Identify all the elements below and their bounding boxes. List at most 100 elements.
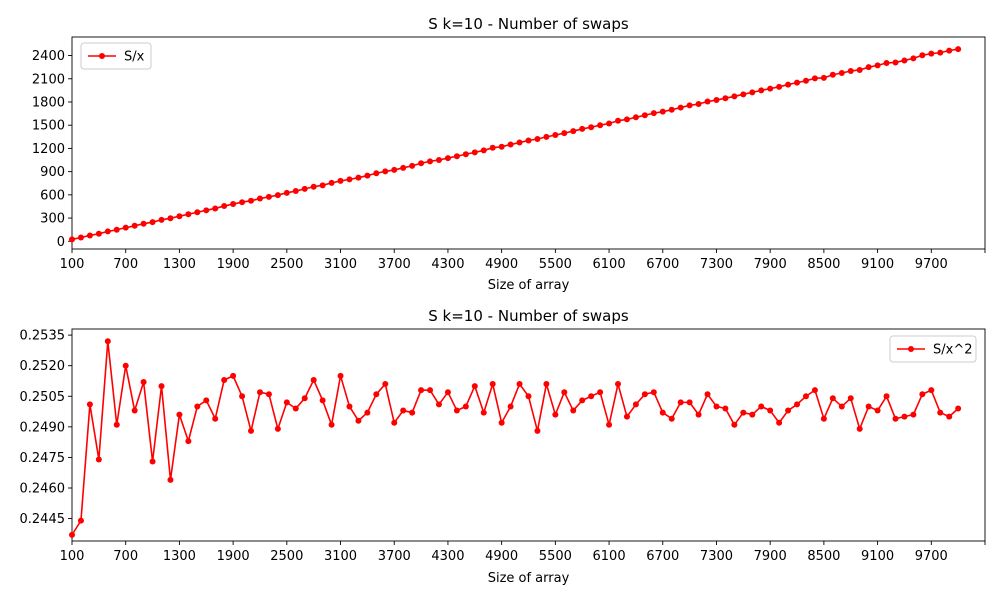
bottom-data-point-5700	[570, 407, 577, 414]
bottom-legend-box	[889, 335, 977, 363]
top-data-point-6000	[597, 122, 604, 129]
bottom-data-point-1500	[194, 403, 201, 410]
bottom-data-point-8300	[802, 393, 809, 400]
bottom-data-point-4500	[462, 403, 469, 410]
top-data-point-9200	[883, 59, 890, 66]
top-data-point-9100	[874, 62, 881, 69]
bottom-data-point-2900	[319, 397, 326, 404]
bottom-data-point-4000	[418, 387, 425, 394]
bottom-data-point-6900	[677, 399, 684, 406]
top-data-point-7300	[713, 97, 720, 104]
top-legend-marker-icon	[99, 53, 105, 59]
bottom-x-tick-label-6100: 6100	[593, 549, 626, 564]
bottom-data-point-3400	[364, 409, 371, 416]
bottom-data-point-600	[113, 421, 120, 428]
top-data-point-300	[86, 232, 93, 239]
top-data-point-2600	[292, 188, 299, 195]
top-data-point-6700	[659, 108, 666, 115]
top-data-point-3700	[391, 166, 398, 173]
top-data-point-8500	[820, 74, 827, 81]
top-data-point-8200	[794, 79, 801, 86]
top-y-tick-label-1500: 1500	[32, 119, 65, 134]
top-x-tick-label-4900: 4900	[485, 257, 518, 272]
bottom-x-tick-label-9700: 9700	[915, 549, 948, 564]
top-data-point-5600	[561, 130, 568, 137]
bottom-legend: S/x^2	[889, 335, 977, 363]
bottom-x-tick-label-3700: 3700	[378, 549, 411, 564]
bottom-x-tick-label-7900: 7900	[754, 549, 787, 564]
top-data-point-1700	[212, 205, 219, 212]
top-x-tick-label-3700: 3700	[378, 257, 411, 272]
top-y-tick-label-1800: 1800	[32, 95, 65, 110]
top-chart-title: S k=10 - Number of swaps	[428, 15, 629, 33]
bottom-legend-label: S/x^2	[933, 343, 973, 358]
bottom-data-point-8900	[856, 425, 863, 432]
bottom-data-point-4900	[498, 419, 505, 426]
bottom-data-point-6800	[668, 415, 675, 422]
top-data-point-4600	[471, 149, 478, 156]
top-series-line	[71, 48, 959, 241]
bottom-data-point-9500	[910, 411, 917, 418]
bottom-x-tick-label-700: 700	[113, 549, 138, 564]
bottom-data-point-7400	[722, 405, 729, 412]
top-y-tick-label-2400: 2400	[32, 49, 65, 64]
top-data-point-7900	[767, 85, 774, 92]
top-data-point-6400	[632, 114, 639, 121]
bottom-data-point-500	[104, 338, 111, 345]
top-data-point-4400	[453, 153, 460, 160]
bottom-y-axis: 0.2445 0.2460 0.2475 0.2490 0.2505 0.2520 0.25…	[20, 329, 72, 527]
bottom-data-point-7500	[731, 421, 738, 428]
top-data-point-6600	[650, 110, 657, 117]
bottom-data-point-9900	[946, 413, 953, 420]
bottom-x-tick-label-6700: 6700	[646, 549, 679, 564]
bottom-x-tick-label-4300: 4300	[431, 549, 464, 564]
bottom-data-point-4600	[471, 383, 478, 390]
bottom-data-point-6400	[632, 401, 639, 408]
top-data-point-2100	[248, 197, 255, 204]
bottom-data-point-2600	[292, 405, 299, 412]
top-data-point-6300	[623, 116, 630, 123]
bottom-data-point-7600	[740, 409, 747, 416]
bottom-data-point-200	[77, 517, 84, 524]
bottom-data-point-400	[95, 456, 102, 463]
bottom-data-point-2400	[274, 425, 281, 432]
bottom-data-point-8600	[829, 395, 836, 402]
top-x-tick-label-2500: 2500	[270, 257, 303, 272]
top-plot-area	[71, 36, 986, 250]
top-data-point-6900	[677, 104, 684, 111]
bottom-y-tick-label-0-2535: 0.2535	[20, 329, 66, 344]
top-data-point-6800	[668, 106, 675, 113]
top-data-point-4700	[480, 147, 487, 154]
top-data-point-7200	[704, 98, 711, 105]
bottom-data-point-2700	[301, 395, 308, 402]
top-data-point-5900	[588, 124, 595, 131]
bottom-data-point-8200	[794, 401, 801, 408]
bottom-data-point-2300	[265, 391, 272, 398]
top-data-point-2700	[301, 185, 308, 192]
top-data-point-6500	[641, 112, 648, 119]
top-data-point-2500	[283, 189, 290, 196]
bottom-data-point-5200	[525, 393, 532, 400]
top-data-point-4500	[462, 151, 469, 158]
top-data-point-100	[69, 236, 75, 243]
top-y-tick-label-2100: 2100	[32, 72, 65, 87]
bottom-data-point-8000	[776, 419, 783, 426]
top-data-point-1200	[167, 215, 174, 222]
bottom-data-point-4100	[427, 387, 434, 394]
top-data-point-900	[140, 220, 147, 227]
top-x-tick-label-3100: 3100	[324, 257, 357, 272]
bottom-data-point-5100	[516, 381, 523, 388]
top-axes-frame	[71, 36, 986, 250]
bottom-data-point-3200	[346, 403, 353, 410]
top-data-point-1500	[194, 209, 201, 216]
top-x-tick-label-700: 700	[113, 257, 138, 272]
bottom-data-point-4800	[489, 381, 496, 388]
bottom-x-tick-label-100: 100	[60, 549, 85, 564]
top-data-point-3400	[364, 172, 371, 179]
bottom-data-point-6500	[641, 391, 648, 398]
bottom-data-point-3700	[391, 419, 398, 426]
bottom-x-tick-label-4900: 4900	[485, 549, 518, 564]
top-data-point-1600	[203, 207, 210, 214]
top-data-point-5200	[525, 137, 532, 144]
bottom-data-point-7800	[758, 403, 765, 410]
